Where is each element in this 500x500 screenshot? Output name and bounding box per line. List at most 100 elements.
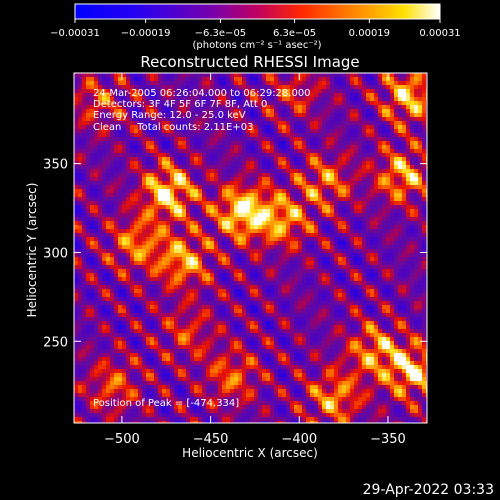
heatmap-cell — [210, 321, 214, 325]
heatmap-cell — [138, 257, 142, 261]
heatmap-cell — [222, 101, 226, 105]
heatmap-cell — [234, 81, 238, 85]
heatmap-cell — [90, 301, 94, 305]
heatmap-cell — [210, 345, 214, 349]
heatmap-cell — [230, 361, 234, 365]
heatmap-cell — [238, 393, 242, 397]
heatmap-cell — [274, 349, 278, 353]
heatmap-cell — [182, 181, 186, 185]
heatmap-cell — [294, 137, 298, 141]
heatmap-cell — [298, 277, 302, 281]
heatmap-cell — [286, 417, 290, 421]
heatmap-cell — [186, 165, 190, 169]
heatmap-cell — [102, 341, 106, 345]
heatmap-cell — [214, 249, 218, 253]
heatmap-cell — [234, 289, 238, 293]
heatmap-cell — [254, 349, 258, 353]
heatmap-cell — [98, 213, 102, 217]
heatmap-cell — [178, 409, 182, 413]
heatmap-cell — [242, 77, 246, 81]
heatmap-cell — [226, 293, 230, 297]
heatmap-cell — [282, 85, 286, 89]
heatmap-cell — [258, 109, 262, 113]
heatmap-cell — [290, 77, 294, 81]
heatmap-cell — [178, 305, 182, 309]
heatmap-cell — [250, 245, 254, 249]
heatmap-cell — [118, 365, 122, 369]
heatmap-cell — [82, 197, 86, 201]
heatmap-cell — [86, 409, 90, 413]
heatmap-cell — [234, 173, 238, 177]
heatmap-cell — [190, 417, 194, 421]
heatmap-cell — [142, 401, 146, 405]
heatmap-cell — [282, 113, 286, 117]
heatmap-cell — [182, 313, 186, 317]
heatmap-cell — [150, 161, 154, 165]
heatmap-cell — [246, 417, 250, 421]
heatmap-cell — [242, 257, 246, 261]
heatmap-cell — [270, 393, 274, 397]
heatmap-cell — [218, 397, 222, 401]
heatmap-cell — [106, 125, 110, 129]
heatmap-cell — [126, 381, 130, 385]
heatmap-cell — [254, 213, 258, 217]
heatmap-cell — [298, 121, 302, 125]
heatmap-cell — [118, 113, 122, 117]
heatmap-cell — [170, 389, 174, 393]
heatmap-cell — [230, 113, 234, 117]
heatmap-cell — [138, 417, 142, 421]
heatmap-cell — [294, 349, 298, 353]
heatmap-cell — [74, 245, 78, 249]
heatmap-cell — [282, 281, 286, 285]
heatmap-cell — [254, 313, 258, 317]
heatmap-cell — [130, 249, 134, 253]
heatmap-cell — [162, 233, 166, 237]
heatmap-cell — [170, 317, 174, 321]
heatmap-cell — [222, 173, 226, 177]
heatmap-cell — [266, 213, 270, 217]
heatmap-cell — [258, 185, 262, 189]
heatmap-cell — [182, 213, 186, 217]
heatmap-cell — [90, 317, 94, 321]
heatmap-cell — [150, 201, 154, 205]
heatmap-cell — [278, 405, 282, 409]
heatmap-cell — [182, 229, 186, 233]
heatmap-cell — [74, 389, 78, 393]
heatmap-cell — [106, 405, 110, 409]
heatmap-cell — [194, 317, 198, 321]
heatmap-cell — [182, 417, 186, 421]
heatmap-cell — [90, 173, 94, 177]
heatmap-cell — [262, 109, 266, 113]
heatmap-cell — [270, 181, 274, 185]
heatmap-cell — [278, 201, 282, 205]
heatmap-cell — [106, 221, 110, 225]
heatmap-cell — [250, 173, 254, 177]
heatmap-cell — [178, 133, 182, 137]
heatmap-cell — [234, 385, 238, 389]
heatmap-cell — [134, 137, 138, 141]
heatmap-cell — [286, 109, 290, 113]
heatmap-cell — [206, 289, 210, 293]
heatmap-cell — [126, 369, 130, 373]
heatmap-cell — [146, 165, 150, 169]
heatmap-cell — [226, 257, 230, 261]
heatmap-cell — [158, 313, 162, 317]
heatmap-cell — [202, 385, 206, 389]
heatmap-cell — [170, 401, 174, 405]
heatmap-cell — [158, 177, 162, 181]
heatmap-cell — [222, 265, 226, 269]
heatmap-cell — [102, 157, 106, 161]
heatmap-cell — [254, 113, 258, 117]
heatmap-cell — [126, 337, 130, 341]
heatmap-cell — [174, 169, 178, 173]
heatmap-cell — [210, 289, 214, 293]
heatmap-cell — [290, 265, 294, 269]
heatmap-cell — [106, 181, 110, 185]
heatmap-cell — [246, 285, 250, 289]
heatmap-cell — [110, 97, 114, 101]
heatmap-cell — [274, 217, 278, 221]
heatmap-cell — [202, 117, 206, 121]
heatmap-cell — [166, 313, 170, 317]
heatmap-cell — [146, 141, 150, 145]
heatmap-cell — [98, 389, 102, 393]
